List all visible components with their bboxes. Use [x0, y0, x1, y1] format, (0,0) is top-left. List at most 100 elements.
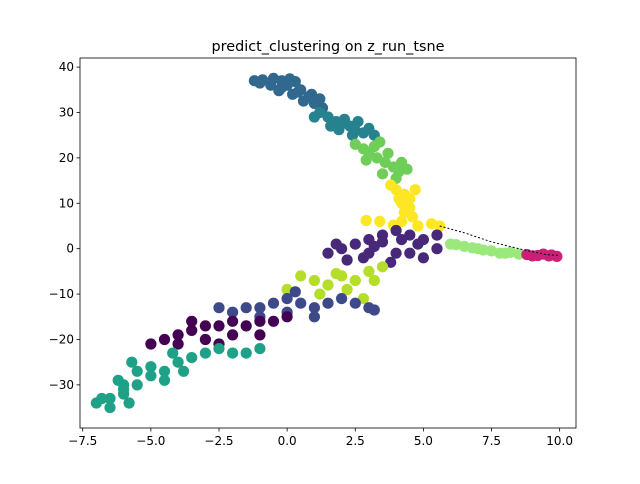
scatter-point	[172, 329, 184, 341]
scatter-point	[349, 297, 361, 309]
scatter-point	[349, 238, 361, 250]
y-tick-label: −10	[49, 287, 74, 301]
trajectory-layer	[439, 225, 560, 256]
scatter-point	[213, 320, 225, 332]
x-tick-label: 10.0	[546, 434, 573, 448]
scatter-point	[213, 302, 225, 314]
y-tick-label: 30	[59, 105, 74, 119]
scatter-point	[390, 247, 402, 259]
scatter-point	[289, 286, 301, 298]
scatter-point	[526, 250, 539, 262]
scatter-point	[145, 361, 157, 373]
scatter-point	[199, 320, 211, 332]
scatter-point	[385, 256, 397, 268]
scatter-point	[172, 356, 184, 368]
scatter-point	[240, 320, 252, 332]
x-tick-label: 0.0	[278, 434, 297, 448]
scatter-point	[450, 239, 462, 251]
scatter-point	[398, 206, 410, 218]
scatter-point	[172, 338, 184, 350]
scatter-point	[254, 329, 266, 341]
points-layer	[90, 72, 563, 414]
scatter-point	[374, 215, 386, 227]
scatter-point	[404, 247, 416, 259]
scatter-point	[322, 279, 334, 291]
x-axis: −7.5 −5.0 −2.5 0.0 2.5 5.0 7.5 10.0	[68, 428, 573, 448]
scatter-point	[297, 95, 310, 107]
scatter-point	[199, 347, 211, 359]
y-tick-label: −30	[49, 378, 74, 392]
scatter-point	[330, 238, 342, 250]
scatter-point	[349, 274, 361, 287]
scatter-point	[314, 93, 326, 105]
scatter-point	[368, 274, 380, 287]
scatter-point	[379, 156, 391, 168]
scatter-point	[158, 365, 171, 377]
scatter-point	[363, 265, 375, 277]
scatter-point	[374, 136, 386, 148]
scatter-point	[494, 247, 506, 259]
x-tick-label: −5.0	[136, 434, 165, 448]
scatter-point	[267, 297, 280, 309]
y-tick-label: −20	[49, 332, 74, 346]
scatter-point	[357, 252, 369, 264]
scatter-point	[186, 315, 198, 327]
scatter-point	[401, 163, 413, 175]
scatter-point	[254, 343, 266, 355]
scatter-point	[292, 86, 304, 98]
y-axis: −30 −20 −10 0 10 20 30 40	[49, 60, 80, 392]
scatter-point	[167, 347, 179, 359]
scatter-point	[341, 283, 353, 296]
scatter-point	[382, 147, 394, 159]
scatter-point	[545, 249, 558, 261]
x-tick-label: −2.5	[204, 434, 233, 448]
y-tick-label: 10	[59, 196, 74, 210]
scatter-point	[346, 129, 359, 141]
x-tick-label: 2.5	[346, 434, 365, 448]
scatter-point	[431, 243, 443, 255]
scatter-point	[336, 293, 348, 305]
scatter-point	[254, 302, 266, 314]
scatter-point	[104, 402, 116, 414]
scatter-point	[145, 338, 157, 350]
scatter-point	[284, 73, 296, 85]
scatter-point	[186, 324, 198, 336]
x-tick-label: 7.5	[482, 434, 501, 448]
scatter-point	[341, 254, 353, 266]
scatter-point	[466, 242, 478, 254]
scatter-point	[330, 268, 342, 280]
scatter-point	[333, 124, 345, 136]
scatter-point	[322, 247, 334, 259]
x-tick-label: 5.0	[414, 434, 433, 448]
scatter-point	[308, 302, 320, 314]
scatter-point	[322, 297, 334, 309]
scatter-point	[409, 184, 421, 196]
scatter-point	[308, 311, 320, 323]
y-tick-label: 20	[59, 151, 74, 165]
scatter-point	[412, 220, 424, 232]
scatter-point	[131, 365, 143, 377]
scatter-point	[281, 311, 293, 323]
scatter-point	[131, 379, 143, 391]
scatter-point	[104, 392, 116, 405]
scatter-point	[145, 370, 157, 382]
scatter-point	[477, 244, 489, 256]
y-tick-label: 40	[59, 60, 74, 74]
scatter-point	[308, 111, 320, 123]
scatter-point	[505, 246, 517, 258]
scatter-point	[126, 356, 138, 368]
scatter-point	[431, 229, 443, 241]
scatter-point	[257, 74, 269, 86]
scatter-point	[295, 297, 307, 309]
scatter-point	[112, 374, 124, 386]
x-tick-label: −7.5	[68, 434, 97, 448]
scatter-point	[227, 329, 239, 341]
scatter-point	[178, 365, 190, 377]
scatter-point	[376, 236, 389, 248]
scatter-point	[267, 315, 280, 327]
scatter-point	[254, 315, 266, 327]
scatter-point	[322, 111, 334, 123]
scatter-point	[368, 304, 380, 316]
